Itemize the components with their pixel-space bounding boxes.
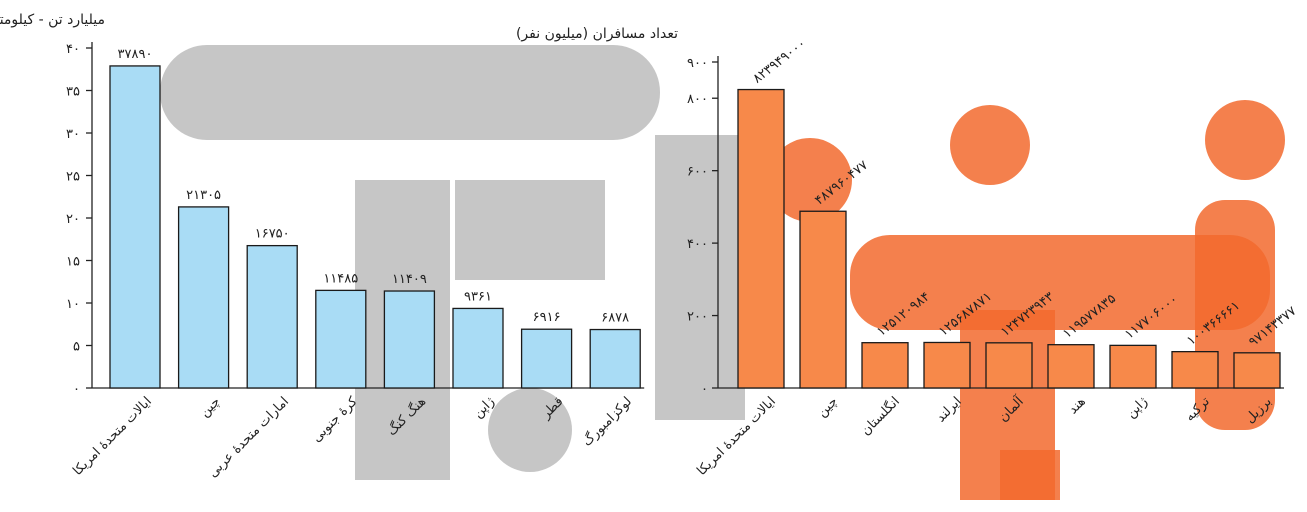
- bar: [315, 289, 367, 389]
- bar: [109, 65, 161, 389]
- category-label: کرهٔ جنوبی: [309, 394, 361, 446]
- bar-value-label: ۱۱۴۸۵: [323, 271, 358, 286]
- bar-value-label: ۶۹۱۶: [533, 310, 561, 325]
- bar-value-label: ۹۳۶۱: [464, 289, 492, 304]
- bar: [383, 290, 436, 389]
- y-tick-label: ۴۰: [66, 42, 80, 57]
- category-label: ایالات متحدهٔ امریکا: [70, 394, 155, 479]
- bar: [799, 210, 847, 389]
- y-tick-label: ۸۰۰: [687, 92, 708, 107]
- y-tick-label: ۰: [701, 382, 708, 397]
- bar: [1047, 344, 1095, 389]
- y-tick-label: ۲۰: [66, 212, 80, 227]
- bar: [589, 328, 641, 389]
- bar: [520, 328, 573, 389]
- y-tick-label: ۰: [73, 382, 80, 397]
- bar: [861, 342, 909, 389]
- y-tick-label: ۱۰: [66, 297, 80, 312]
- bar-value-label: ۳۷۸۹۰: [118, 47, 153, 62]
- y-tick-label: ۴۰۰: [687, 237, 708, 252]
- bar: [1233, 352, 1281, 389]
- category-label: چین: [815, 394, 841, 420]
- bar-value-label: ۲۱۳۰۵: [186, 188, 221, 203]
- bar: [737, 88, 785, 389]
- bar-value-label: ۱۶۷۵۰: [255, 227, 290, 242]
- y-tick-label: ۳۰: [66, 127, 80, 142]
- watermark: [160, 45, 1285, 500]
- y-tick-label: ۲۵: [66, 170, 80, 185]
- category-label: چین: [197, 394, 223, 420]
- y-tick-label: ۹۰۰: [687, 56, 708, 71]
- y-tick-label: ۲۰۰: [687, 310, 708, 325]
- y-axis-unit-label: میلیارد تن - کیلومتر: [0, 12, 105, 28]
- bar: [452, 307, 504, 389]
- bar: [1171, 350, 1219, 389]
- category-label: لوکزامبورگ: [578, 393, 635, 450]
- bar: [985, 342, 1033, 389]
- y-tick-label: ۵: [73, 340, 80, 355]
- bar: [177, 206, 230, 389]
- y-tick-label: ۳۵: [66, 85, 80, 100]
- bar-value-label: ۱۱۴۰۹: [392, 272, 427, 287]
- category-label: هند: [1066, 394, 1089, 417]
- y-tick-label: ۱۵: [66, 255, 80, 270]
- y-tick-label: ۶۰۰: [687, 165, 708, 180]
- category-label: ژاپن: [1124, 394, 1151, 421]
- bar-value-label: ۶۸۷۸: [601, 311, 629, 326]
- category-label: انگلستان: [858, 394, 903, 439]
- y-axis-unit-label: تعداد مسافران (میلیون نفر): [516, 26, 678, 42]
- bar: [923, 341, 971, 389]
- bar: [1109, 344, 1157, 389]
- bar-value-label: ۸۲۳۹۴۹۰۰۰: [750, 36, 809, 87]
- bar: [246, 244, 298, 389]
